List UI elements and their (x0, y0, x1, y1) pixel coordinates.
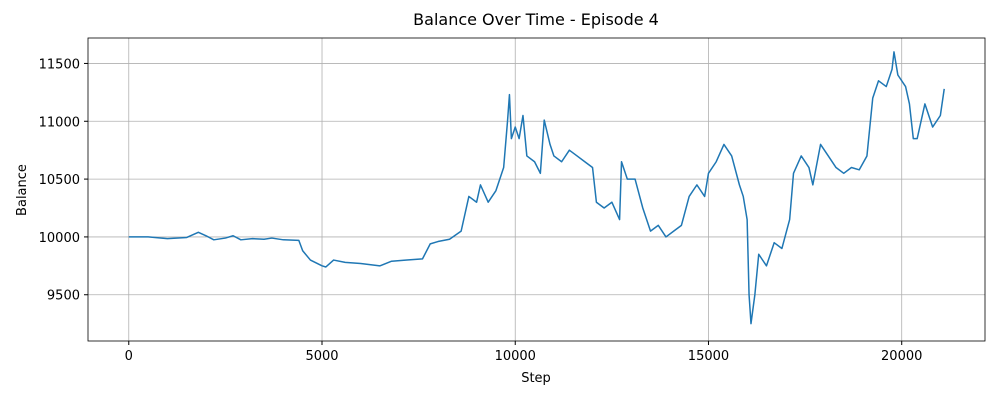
balance-line (128, 51, 945, 325)
y-tick-label: 10500 (39, 173, 80, 188)
x-tick-label: 15000 (688, 349, 729, 364)
chart-title: Balance Over Time - Episode 4 (413, 10, 659, 29)
x-tick-label: 0 (125, 349, 133, 364)
y-tick-label: 11500 (39, 57, 80, 72)
x-axis-label: Step (521, 371, 551, 386)
y-tick-label: 10000 (39, 231, 80, 246)
x-tick-label: 10000 (495, 349, 536, 364)
x-tick-label: 5000 (305, 349, 338, 364)
x-tick-label: 20000 (881, 349, 922, 364)
y-tick-label: 9500 (47, 289, 80, 304)
y-axis-label: Balance (15, 164, 30, 216)
y-tick-label: 11000 (39, 115, 80, 130)
plot-frame (87, 37, 986, 342)
